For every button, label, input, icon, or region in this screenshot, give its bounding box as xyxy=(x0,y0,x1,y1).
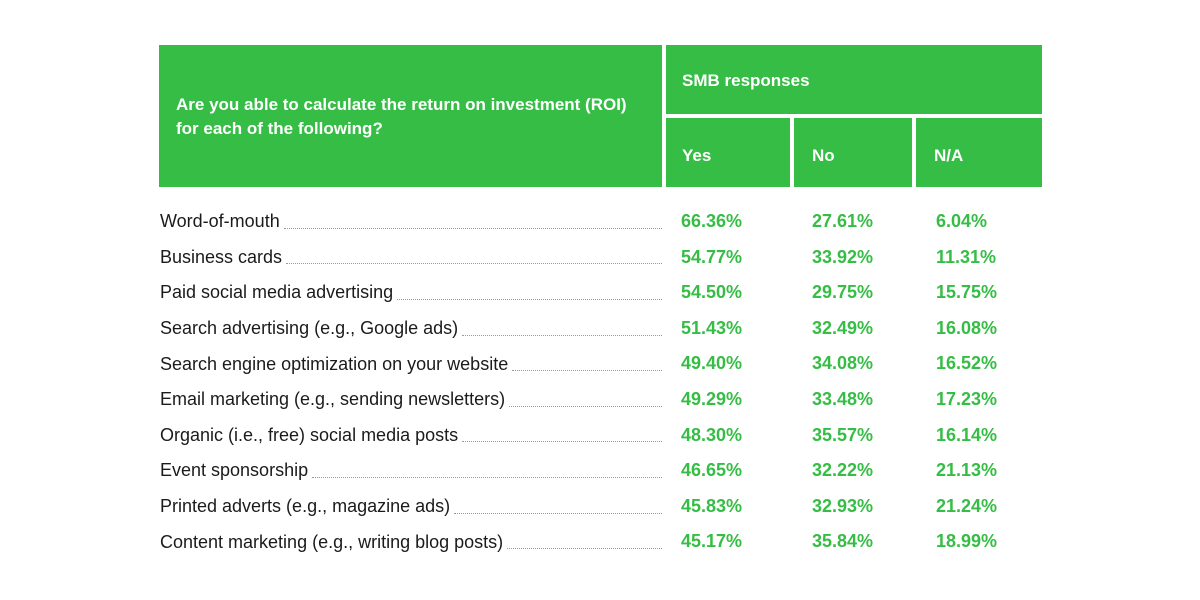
group-header: SMB responses xyxy=(666,45,1042,114)
row-label: Paid social media advertising xyxy=(160,282,394,303)
dotted-leader xyxy=(507,548,662,550)
value-na: 16.52% xyxy=(936,353,998,374)
value-no: 35.84% xyxy=(812,531,874,552)
row-label: Content marketing (e.g., writing blog po… xyxy=(160,531,504,552)
table-row: Organic (i.e., free) social media posts 4… xyxy=(159,418,1042,454)
value-na: 17.23% xyxy=(936,388,998,409)
row-label-cell: Search engine optimization on your websi… xyxy=(160,346,662,382)
row-label: Email marketing (e.g., sending newslette… xyxy=(160,389,506,410)
value-yes: 66.36% xyxy=(681,211,743,231)
group-header-label: SMB responses xyxy=(682,71,810,90)
value-yes: 51.43% xyxy=(681,317,743,338)
value-no: 27.61% xyxy=(812,211,874,231)
value-no: 32.93% xyxy=(812,495,874,516)
table-body: Word-of-mouth 66.36% 27.61% 6.04% Business c… xyxy=(159,204,1042,560)
dotted-leader xyxy=(397,298,662,300)
table-row: Search advertising (e.g., Google ads) 51.… xyxy=(159,311,1042,347)
table-row: Search engine optimization on your websi… xyxy=(159,346,1042,382)
column-header-label: Yes xyxy=(682,146,712,165)
row-label: Organic (i.e., free) social media posts xyxy=(160,424,459,445)
column-header-label: N/A xyxy=(934,146,964,165)
column-header-no: No xyxy=(794,118,912,187)
row-label: Search engine optimization on your websi… xyxy=(160,353,509,374)
table-row: Word-of-mouth 66.36% 27.61% 6.04% xyxy=(159,204,1042,240)
value-na: 11.31% xyxy=(936,246,997,267)
table-row: Paid social media advertising 54.50% 29.75… xyxy=(159,275,1042,311)
row-label-cell: Content marketing (e.g., writing blog po… xyxy=(160,524,662,560)
row-label: Word-of-mouth xyxy=(160,211,280,232)
value-na: 6.04% xyxy=(936,211,988,231)
row-label-cell: Event sponsorship xyxy=(160,453,662,489)
table-row: Printed adverts (e.g., magazine ads) 45.8… xyxy=(159,489,1042,525)
value-yes: 45.83% xyxy=(681,495,743,516)
dotted-leader xyxy=(312,476,662,478)
row-label-cell: Search advertising (e.g., Google ads) xyxy=(160,311,662,347)
row-label-cell: Organic (i.e., free) social media posts xyxy=(160,418,662,454)
value-yes: 54.77% xyxy=(681,246,743,267)
value-yes: 45.17% xyxy=(681,531,743,552)
dotted-leader xyxy=(462,334,662,336)
dotted-leader xyxy=(286,263,662,265)
row-label-cell: Printed adverts (e.g., magazine ads) xyxy=(160,489,662,525)
value-yes: 49.29% xyxy=(681,388,743,409)
value-na: 18.99% xyxy=(936,531,998,552)
table-row: Content marketing (e.g., writing blog po… xyxy=(159,524,1042,560)
row-label-cell: Business cards xyxy=(160,240,662,276)
value-na: 15.75% xyxy=(936,282,998,303)
value-yes: 54.50% xyxy=(681,282,743,303)
dotted-leader xyxy=(283,227,662,229)
value-na: 21.24% xyxy=(936,495,998,516)
row-label-cell: Paid social media advertising xyxy=(160,275,662,311)
value-na: 16.14% xyxy=(936,424,998,445)
row-label: Search advertising (e.g., Google ads) xyxy=(160,318,459,339)
value-na: 21.13% xyxy=(936,460,998,481)
value-na: 16.08% xyxy=(936,317,998,338)
value-no: 29.75% xyxy=(812,282,874,303)
dotted-leader xyxy=(454,512,662,514)
dotted-leader xyxy=(512,370,662,372)
table-question-header: Are you able to calculate the return on … xyxy=(159,45,662,187)
value-no: 32.22% xyxy=(812,460,874,481)
column-header-na: N/A xyxy=(916,118,1042,187)
column-header-label: No xyxy=(812,146,835,165)
value-no: 35.57% xyxy=(812,424,874,445)
dotted-leader xyxy=(462,441,662,443)
value-yes: 49.40% xyxy=(681,353,743,374)
value-yes: 48.30% xyxy=(681,424,743,445)
table-row: Email marketing (e.g., sending newslette… xyxy=(159,382,1042,418)
row-label: Business cards xyxy=(160,246,283,267)
column-header-yes: Yes xyxy=(666,118,790,187)
value-no: 33.92% xyxy=(812,246,874,267)
question-text: Are you able to calculate the return on … xyxy=(176,95,627,138)
row-label: Event sponsorship xyxy=(160,460,309,481)
table-row: Business cards 54.77% 33.92% 11.31% xyxy=(159,240,1042,276)
row-label-cell: Word-of-mouth xyxy=(160,204,662,240)
value-no: 34.08% xyxy=(812,353,874,374)
table-row: Event sponsorship 46.65% 32.22% 21.13% xyxy=(159,453,1042,489)
value-no: 33.48% xyxy=(812,388,874,409)
row-label: Printed adverts (e.g., magazine ads) xyxy=(160,496,451,517)
dotted-leader xyxy=(509,405,662,407)
row-label-cell: Email marketing (e.g., sending newslette… xyxy=(160,382,662,418)
value-no: 32.49% xyxy=(812,317,874,338)
value-yes: 46.65% xyxy=(681,460,743,481)
